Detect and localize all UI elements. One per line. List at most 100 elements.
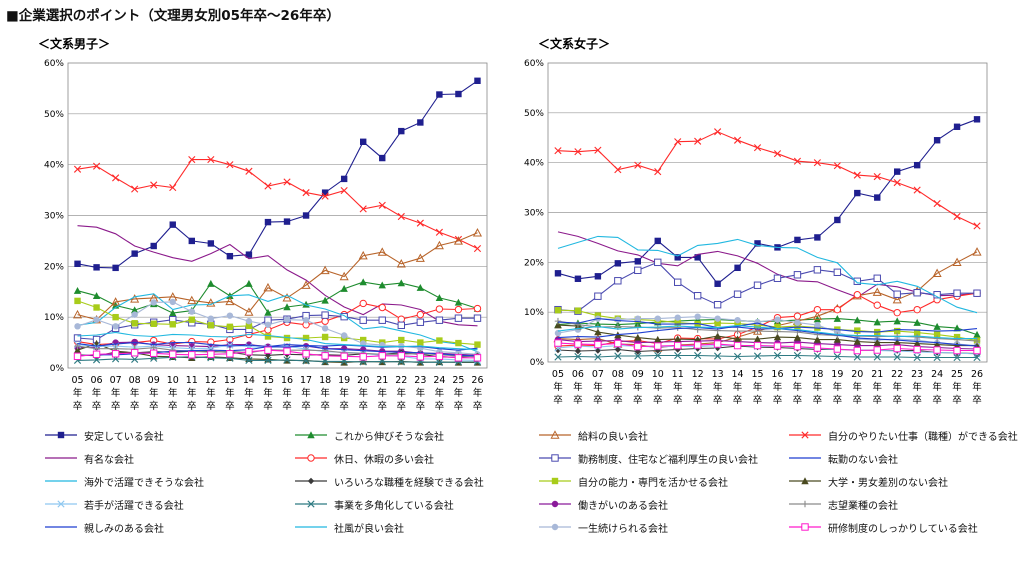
data-point — [893, 308, 901, 317]
x-tick-label: 23 — [414, 375, 426, 386]
x-tick-label: 卒 — [263, 400, 273, 412]
x-tick-label: 25 — [951, 369, 963, 380]
legend-swatch — [295, 454, 327, 462]
legend-label: 勤務制度、住宅など福利厚生の良い会社 — [578, 454, 758, 466]
data-point — [454, 354, 463, 362]
data-point — [753, 352, 762, 360]
x-tick-label: 22 — [395, 375, 407, 386]
x-tick-label: 年 — [282, 387, 292, 399]
data-point — [714, 352, 722, 360]
series-line — [557, 342, 977, 352]
x-tick-label: 卒 — [73, 400, 83, 412]
data-point — [474, 341, 481, 348]
series — [77, 331, 478, 351]
data-point — [321, 325, 329, 332]
data-point — [340, 352, 348, 361]
legend-swatch — [295, 431, 327, 439]
x-tick-label: 24 — [433, 375, 445, 386]
legend-label: 志望業種の会社 — [828, 500, 898, 512]
x-tick-label: 年 — [932, 381, 942, 393]
data-point — [973, 330, 981, 338]
x-tick-label: 卒 — [168, 400, 178, 412]
data-point — [574, 148, 582, 156]
series-line — [557, 235, 978, 314]
data-point — [634, 258, 641, 265]
data-point — [933, 335, 941, 342]
data-point — [378, 281, 386, 289]
data-point — [813, 305, 822, 314]
data-point — [973, 353, 981, 362]
series — [554, 258, 981, 315]
series-line — [77, 342, 478, 357]
x-tick-label: 卒 — [972, 394, 982, 406]
data-point — [734, 264, 741, 272]
legend-item: 自分の能力・専門を活かせる会社 — [538, 472, 728, 490]
x-tick-label: 卒 — [932, 394, 942, 406]
x-tick-label: 年 — [872, 381, 882, 393]
data-point — [654, 168, 662, 176]
series — [554, 321, 981, 349]
data-point — [654, 351, 662, 360]
data-point — [473, 304, 482, 313]
x-tick-label: 年 — [149, 387, 159, 399]
data-point — [188, 155, 196, 164]
legend-swatch — [539, 523, 571, 531]
data-point — [614, 277, 622, 285]
data-point — [340, 312, 348, 321]
data-point — [245, 318, 253, 325]
data-point — [226, 161, 234, 169]
data-point — [594, 353, 602, 361]
data-point — [245, 279, 253, 287]
data-point — [674, 278, 682, 286]
data-point — [74, 323, 81, 330]
x-tick-label: 卒 — [320, 400, 330, 412]
legend-label: 自分のやりたい仕事（職種）ができる会社 — [828, 431, 1018, 443]
data-point — [793, 271, 802, 279]
x-tick-label: 年 — [111, 387, 121, 399]
data-point — [973, 346, 981, 355]
data-point — [973, 289, 981, 297]
data-point — [894, 168, 901, 175]
data-point — [435, 316, 444, 324]
legend-marker — [307, 500, 315, 508]
x-tick-label: 卒 — [553, 394, 563, 406]
data-point — [112, 313, 119, 321]
legend-item: 大学・男女差別のない会社 — [788, 472, 948, 490]
data-point — [813, 352, 821, 360]
legend-swatch — [295, 500, 327, 508]
legend-swatch — [45, 457, 77, 459]
legend-swatch — [295, 477, 327, 485]
data-point — [264, 321, 272, 328]
x-tick-label: 18 — [811, 369, 823, 380]
series-line — [77, 302, 478, 346]
x-tick-label: 卒 — [593, 394, 603, 406]
data-point — [833, 335, 842, 343]
data-point — [378, 352, 386, 360]
data-point — [714, 280, 721, 287]
data-point — [396, 259, 406, 268]
data-point — [833, 352, 841, 361]
data-point — [853, 291, 861, 299]
data-point — [397, 358, 405, 366]
series-line — [557, 318, 978, 347]
x-tick-label: 卒 — [773, 394, 783, 406]
data-point — [112, 174, 120, 182]
data-point — [833, 305, 842, 314]
data-point — [794, 236, 801, 244]
data-point — [150, 320, 157, 327]
data-point — [574, 352, 582, 361]
x-tick-label: 08 — [612, 369, 624, 380]
data-point — [417, 119, 424, 126]
data-point — [131, 311, 138, 318]
data-point — [913, 353, 921, 362]
data-point — [873, 318, 881, 326]
x-tick-label: 16 — [771, 369, 783, 380]
data-point — [694, 313, 701, 320]
data-point — [754, 318, 761, 326]
data-point — [933, 331, 941, 338]
data-point — [111, 297, 121, 306]
x-tick-label: 卒 — [149, 400, 159, 412]
data-point — [893, 338, 901, 346]
x-tick-label: 20 — [851, 369, 863, 380]
x-tick-label: 16 — [281, 375, 293, 386]
